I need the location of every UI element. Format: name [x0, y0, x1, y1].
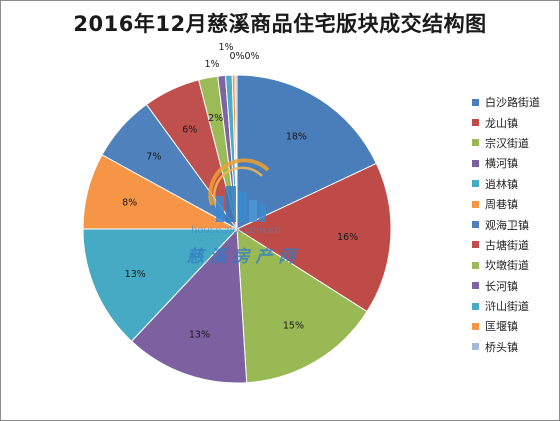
legend-swatch [472, 139, 479, 147]
legend-swatch [472, 159, 479, 167]
legend-item: 宗汉街道 [472, 133, 558, 153]
watermark-brand-text: 慈溪房产网 [187, 247, 302, 267]
pie-slice-1 [236, 74, 378, 230]
pie-slice-4 [130, 227, 248, 384]
legend-item: 白沙路街道 [472, 92, 558, 112]
legend-label: 古塘街道 [485, 238, 529, 252]
legend-swatch [472, 200, 479, 208]
legend-swatch [472, 261, 479, 269]
legend-label: 横河镇 [485, 157, 518, 171]
legend-label: 浒山街道 [485, 300, 529, 314]
legend-label: 龙山镇 [485, 116, 518, 130]
legend-swatch [472, 221, 479, 229]
watermark-logo [208, 158, 270, 222]
legend-label: 桥头镇 [485, 340, 518, 354]
legend-item: 逍林镇 [472, 174, 558, 194]
legend-swatch [472, 98, 479, 106]
legend-label: 逍林镇 [485, 177, 518, 191]
legend-label: 长河镇 [485, 279, 518, 293]
legend-item: 横河镇 [472, 153, 558, 173]
chart-legend: 白沙路街道龙山镇宗汉街道横河镇逍林镇周巷镇观海卫镇古塘街道坎墩街道长河镇浒山街道… [472, 92, 558, 357]
pie-data-label-13: 0% [244, 51, 259, 62]
pie-data-label-7: 7% [146, 152, 161, 163]
pie-slice-13 [234, 74, 238, 230]
pie-data-label-1: 18% [286, 131, 307, 142]
pie-data-label-4: 13% [189, 329, 210, 340]
legend-label: 宗汉街道 [485, 136, 529, 150]
pie-slice-2 [235, 162, 392, 313]
legend-label: 观海卫镇 [485, 218, 529, 232]
legend-item: 龙山镇 [472, 112, 558, 132]
pie-data-label-6: 8% [122, 197, 137, 208]
legend-swatch [472, 322, 479, 330]
pie-data-label-2: 16% [337, 232, 358, 243]
legend-label: 周巷镇 [485, 198, 518, 212]
legend-item: 浒山街道 [472, 296, 558, 316]
legend-label: 匡堰镇 [485, 320, 518, 334]
pie-slice-3 [236, 228, 368, 384]
legend-swatch [472, 119, 479, 127]
pie-slice-5 [82, 228, 239, 342]
legend-item: 桥头镇 [472, 337, 558, 357]
pie-data-label-9: 2% [208, 113, 223, 124]
pie-data-label-5: 13% [125, 269, 146, 280]
legend-item: 匡堰镇 [472, 316, 558, 336]
pie-data-label-10: 1% [218, 42, 233, 53]
legend-item: 周巷镇 [472, 194, 558, 214]
pie-data-label-11: 1% [204, 59, 219, 70]
legend-swatch [472, 241, 479, 249]
legend-swatch [472, 180, 479, 188]
pie-data-label-12: 0% [229, 51, 244, 62]
legend-swatch [472, 282, 479, 290]
pie-data-label-8: 6% [182, 125, 197, 136]
legend-item: 古塘街道 [472, 235, 558, 255]
legend-item: 长河镇 [472, 276, 558, 296]
watermark-site-text: house.zjol.com.cn [191, 225, 281, 236]
legend-item: 观海卫镇 [472, 214, 558, 234]
chart-title: 2016年12月慈溪商品住宅版块成交结构图 [73, 12, 487, 36]
legend-item: 坎墩街道 [472, 255, 558, 275]
legend-swatch [472, 302, 479, 310]
legend-swatch [472, 343, 479, 351]
legend-label: 白沙路街道 [485, 96, 540, 110]
pie-data-label-3: 15% [283, 320, 304, 331]
legend-label: 坎墩街道 [485, 259, 529, 273]
